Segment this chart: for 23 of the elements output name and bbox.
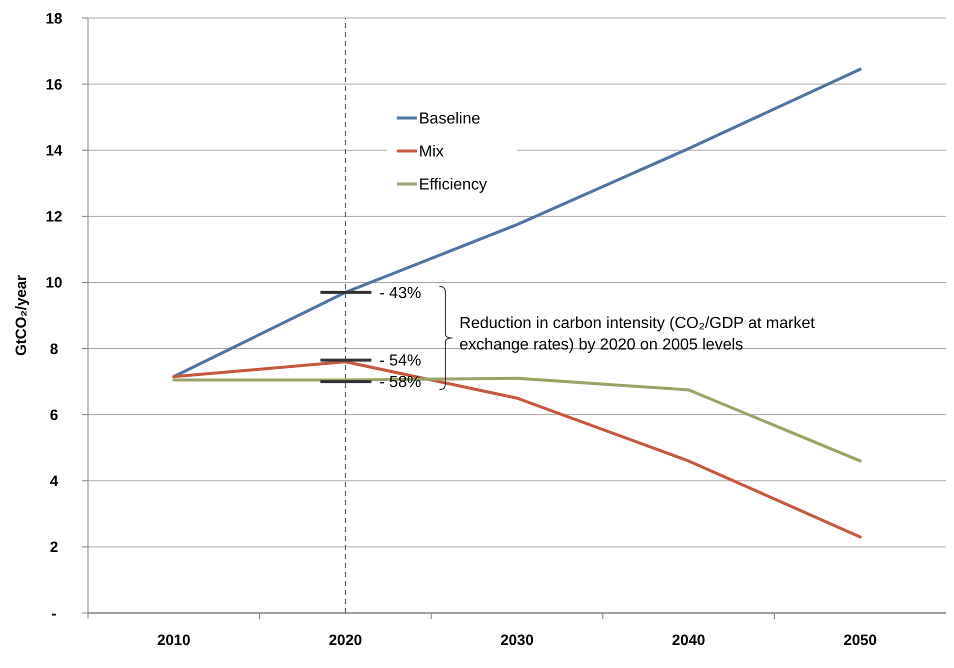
x-tick-label: 2020 [328,632,362,649]
x-tick-label: 2030 [500,632,534,649]
y-tick-label: 4 [50,473,59,490]
y-tick-label: 18 [46,10,62,28]
legend-label: Baseline [418,110,480,128]
y-tick-label: 16 [46,76,62,94]
y-tick-label: 14 [46,142,63,160]
x-tick-label: 2050 [844,632,877,649]
y-tick-label: 8 [50,340,58,358]
y-tick-label: 12 [46,208,62,226]
y-tick-label: - [52,605,56,622]
legend-label: Mix [418,144,444,161]
y-tick-label: 10 [46,274,62,292]
annotation: - 43% [379,284,422,302]
x-tick-label: 2010 [157,632,190,649]
legend-label: Efficiency [418,176,488,194]
annotation: Reduction in carbon intensity (CO₂/GDP at market exchange rates) by 2020 on 2005 levels [459,314,816,354]
y-tick-label: 2 [50,539,58,556]
y-axis-title: GtCO₂/year [13,274,30,356]
line-series [172,376,862,462]
x-tick-label: 2040 [672,632,706,649]
y-tick-label: 6 [50,406,58,424]
annotation: - 54% [379,352,422,370]
